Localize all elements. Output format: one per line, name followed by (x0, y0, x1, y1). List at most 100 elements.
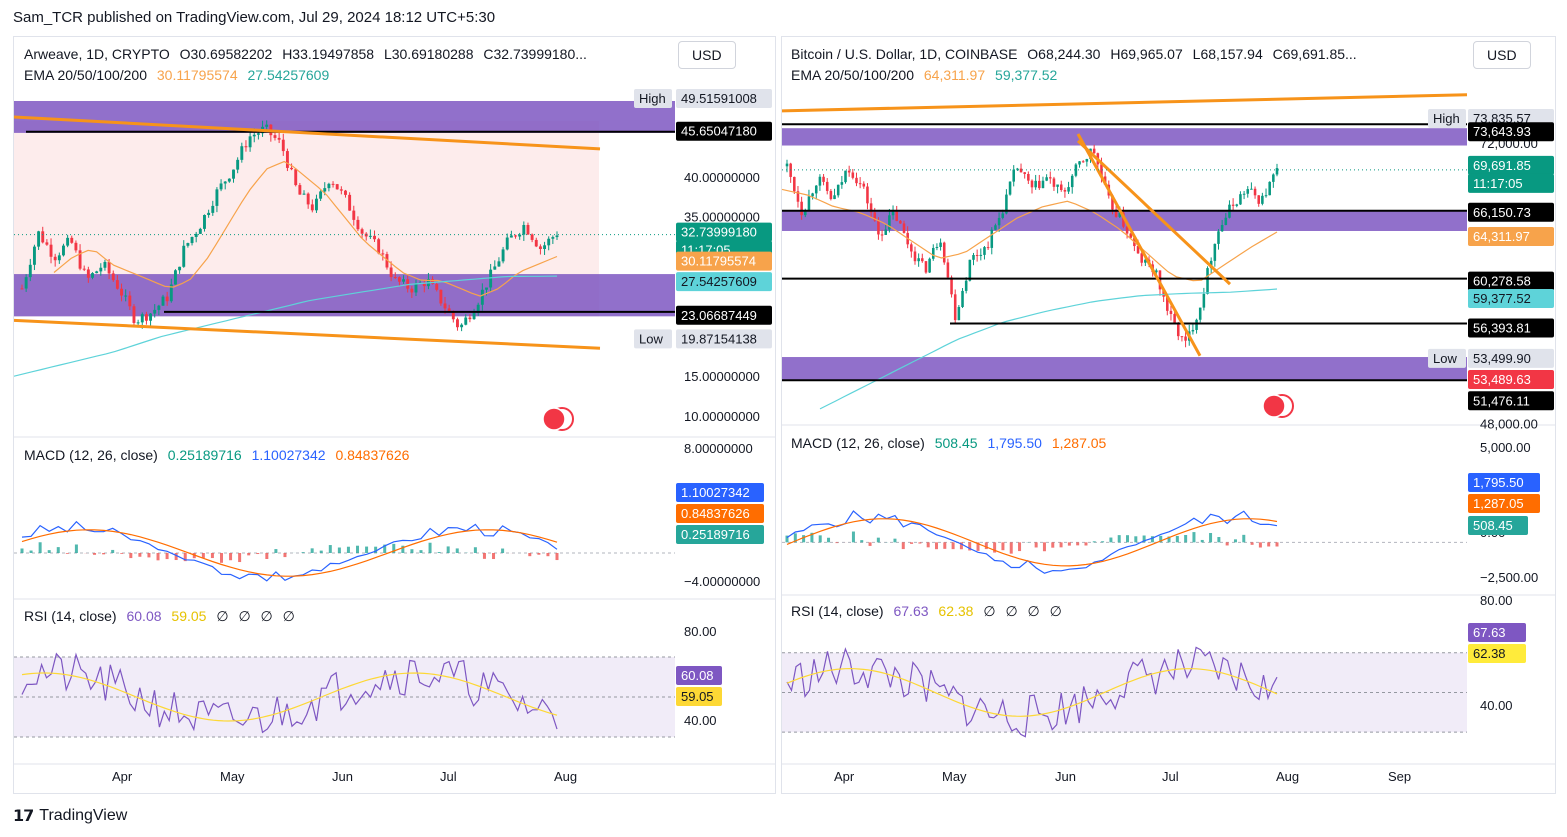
rsi-line (21, 652, 558, 734)
level-tag: 51,476.11 (1468, 391, 1554, 411)
candle (493, 266, 497, 270)
candle (207, 212, 211, 216)
ohlc-close: C69,691.85... (1272, 46, 1357, 62)
arweave-chart-canvas[interactable]: 40.00000000 35.00000000 15.00000000 10.0000… (14, 37, 775, 793)
ohlc-high: H33.19497858 (282, 46, 375, 62)
candle (873, 212, 877, 221)
candle (256, 133, 260, 135)
ema50-tag: 59,377.52 (1468, 289, 1554, 309)
svg-text:53,489.63: 53,489.63 (1473, 372, 1531, 387)
macd-tick: −2,500.00 (1480, 570, 1538, 585)
candle (377, 239, 381, 254)
macd-histogram-bar (993, 542, 997, 553)
ema50-line (14, 275, 558, 377)
candle (807, 196, 811, 211)
candle (1041, 180, 1045, 189)
high-value-tag: 49.51591008 (676, 88, 772, 108)
svg-text:62.38: 62.38 (1473, 646, 1506, 661)
candle (1063, 190, 1067, 192)
candle (107, 261, 111, 274)
level-bottom-tag: 23.06687449 (676, 305, 772, 325)
macd-line (786, 510, 1278, 574)
candle (921, 258, 924, 262)
macd-histogram-bar (918, 542, 922, 544)
svg-text:23.06687449: 23.06687449 (681, 308, 757, 323)
candle (74, 242, 78, 251)
bitcoin-chart-panel[interactable]: 72,000.00 48,000.00 High 73,835.57 73,643.93… (781, 36, 1556, 794)
candle (281, 139, 285, 152)
macd-histogram-bar (1275, 542, 1279, 547)
candle (78, 250, 82, 269)
macd-histogram-bar (1258, 542, 1262, 548)
macd-histogram-bar (392, 543, 396, 553)
macd-histogram-bar (374, 546, 378, 553)
candle (1184, 336, 1187, 341)
macd-histogram-bar (1217, 537, 1221, 543)
candle (505, 237, 509, 250)
candle (460, 324, 464, 328)
ohlc-open: O68,244.30 (1027, 46, 1101, 62)
candle (28, 264, 32, 278)
currency-button[interactable]: USD (1473, 41, 1531, 69)
high-label: High (634, 88, 672, 108)
macd-histogram-bar (1200, 539, 1204, 543)
svg-text:32.73999180: 32.73999180 (681, 225, 757, 240)
macd-histogram-bar (20, 548, 24, 553)
candle (439, 289, 443, 304)
candle (509, 235, 513, 238)
candle (310, 204, 314, 211)
candle (972, 255, 975, 260)
candle (285, 151, 289, 168)
candle (373, 235, 376, 240)
candle (501, 249, 505, 262)
rsi-ma-line (21, 672, 558, 722)
rsi-value: 67.63 (893, 603, 929, 619)
candle (37, 231, 41, 247)
macd-histogram-bar (56, 547, 60, 553)
candle (1220, 224, 1224, 232)
candle (1038, 180, 1041, 189)
candle (132, 306, 136, 323)
macd-histogram-bar (229, 553, 233, 561)
trend-line (782, 93, 1468, 113)
macd-histogram-bar (968, 542, 972, 551)
macd-histogram-bar (74, 544, 78, 553)
macd-signal-tag: 0.84837626 (676, 504, 764, 523)
macd-histogram-bar (1233, 539, 1237, 543)
footer-brand: TradingView (39, 807, 128, 824)
candle (485, 287, 488, 290)
candle (248, 136, 252, 148)
bitcoin-title: Bitcoin / U.S. Dollar, 1D, COINBASE (791, 46, 1018, 62)
candle (1253, 188, 1257, 196)
macd-histogram-bar (138, 553, 142, 557)
macd-histogram-bar (1059, 542, 1063, 548)
macd-histogram-bar (383, 544, 387, 553)
candle (1027, 174, 1030, 181)
arweave-chart-panel[interactable]: 40.00000000 35.00000000 15.00000000 10.0000… (13, 36, 776, 794)
rsi-empty-3: ∅ (1027, 603, 1040, 619)
macd-tick: −4.00000000 (684, 574, 760, 589)
candle (551, 237, 555, 239)
ema20-value: 64,311.97 (923, 67, 986, 83)
macd-histogram-bar (1076, 542, 1080, 546)
svg-text:High: High (1433, 111, 1460, 126)
macd-histogram-bar (446, 546, 450, 553)
macd-signal-value: 1,287.05 (1051, 435, 1107, 451)
macd-histogram-bar (238, 553, 242, 563)
candle (1078, 161, 1081, 165)
candle (198, 228, 202, 234)
low-value-tag: 53,499.90 (1468, 348, 1554, 368)
tradingview-footer[interactable]: 𝟭𝟳 TradingView (13, 806, 127, 826)
candle (331, 183, 335, 185)
month-label: Aug (554, 769, 577, 784)
candle (62, 245, 65, 256)
candle (356, 219, 360, 230)
candle (103, 261, 107, 268)
candle (306, 193, 310, 205)
svg-text:30.11795574: 30.11795574 (681, 254, 756, 269)
currency-button[interactable]: USD (678, 41, 736, 69)
candle (942, 242, 946, 263)
svg-text:67.63: 67.63 (1473, 625, 1506, 640)
candle (953, 294, 957, 321)
